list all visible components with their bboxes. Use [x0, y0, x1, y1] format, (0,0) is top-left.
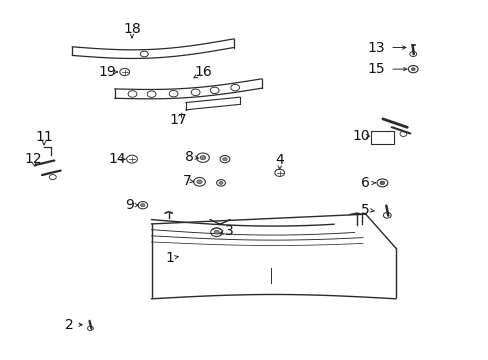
Circle shape [197, 180, 202, 184]
Circle shape [214, 230, 219, 234]
Circle shape [200, 156, 205, 160]
Text: 17: 17 [169, 113, 187, 126]
Text: 19: 19 [99, 65, 116, 79]
Text: 4: 4 [275, 153, 284, 167]
Bar [370, 131, 393, 144]
Text: 5: 5 [361, 203, 369, 216]
Circle shape [223, 157, 226, 161]
Text: 7: 7 [182, 174, 191, 188]
Text: 13: 13 [367, 41, 385, 54]
Text: 11: 11 [35, 130, 53, 144]
Text: 16: 16 [194, 65, 211, 79]
Text: 2: 2 [65, 318, 74, 332]
Text: 8: 8 [185, 150, 194, 163]
Text: 1: 1 [165, 252, 174, 265]
Text: 14: 14 [108, 152, 126, 166]
Circle shape [410, 68, 414, 71]
Circle shape [219, 181, 223, 184]
Circle shape [379, 181, 384, 185]
Circle shape [141, 203, 144, 207]
Text: 15: 15 [367, 62, 385, 76]
Text: 9: 9 [125, 198, 134, 212]
Text: 3: 3 [224, 224, 233, 238]
Text: 12: 12 [24, 152, 42, 166]
Text: 6: 6 [361, 176, 369, 190]
Text: 18: 18 [123, 22, 141, 36]
Text: 10: 10 [351, 129, 369, 143]
